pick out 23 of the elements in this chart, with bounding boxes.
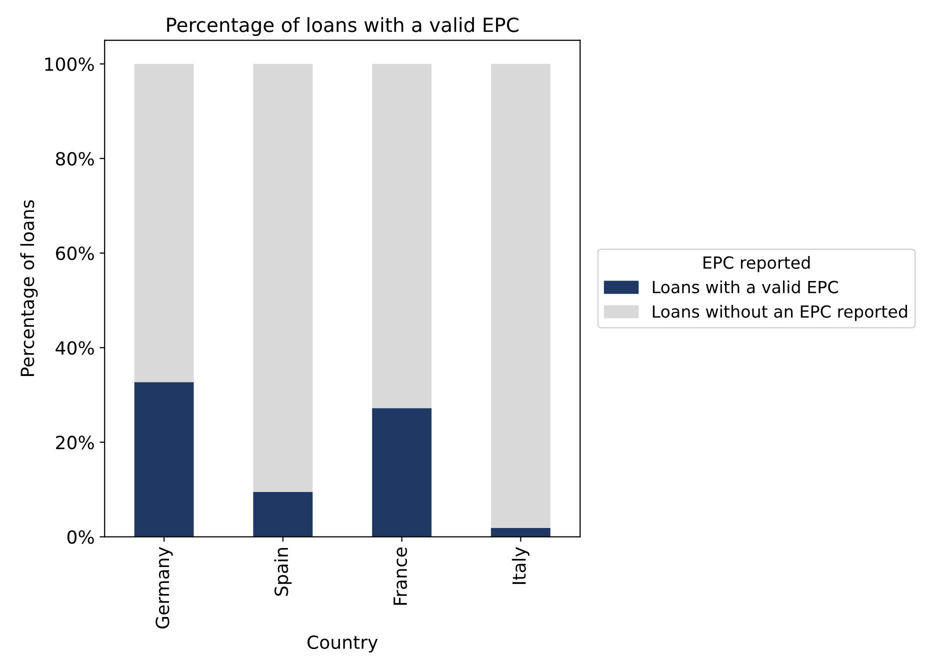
y-tick-label: 100% xyxy=(45,57,94,72)
bar xyxy=(372,64,432,408)
y-tick-label: 40% xyxy=(56,341,94,355)
legend-label: Loans with a valid EPC xyxy=(652,280,838,294)
bar xyxy=(372,408,432,537)
y-tick-label: 80% xyxy=(56,152,94,166)
bar xyxy=(490,64,550,528)
y-axis-title: Percentage of loans xyxy=(20,200,38,376)
bar xyxy=(253,492,313,537)
bar xyxy=(134,64,194,382)
y-tick-label: 0% xyxy=(67,530,94,544)
legend-title: EPC reported xyxy=(704,256,810,272)
y-tick-label: 20% xyxy=(56,436,94,450)
x-axis-title: Country xyxy=(308,635,378,653)
legend-label: Loans without an EPC reported xyxy=(652,304,907,322)
x-tick-label: France xyxy=(394,547,408,605)
x-tick-label: Germany xyxy=(156,547,173,628)
bar xyxy=(253,64,313,492)
chart-title: Percentage of loans with a valid EPC xyxy=(167,17,518,36)
x-tick-label: Italy xyxy=(512,547,530,584)
x-tick-label: Spain xyxy=(274,548,292,596)
y-tick-label: 60% xyxy=(56,246,94,260)
bar xyxy=(134,382,194,537)
